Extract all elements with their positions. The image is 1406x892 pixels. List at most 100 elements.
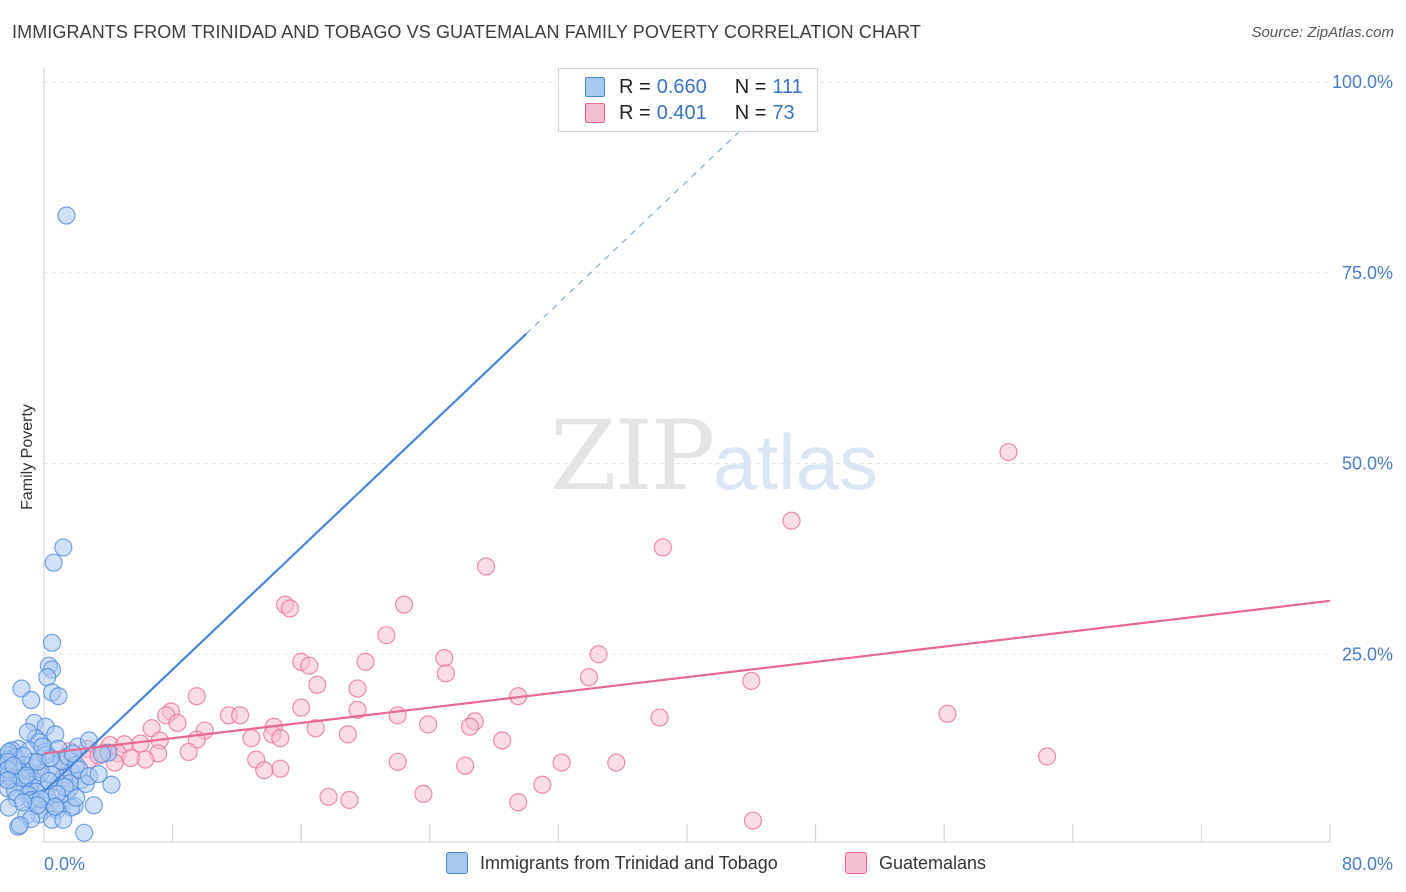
trinidad-point [84,796,103,815]
guatemalans-point [255,761,274,780]
guatemalans-point [650,708,669,727]
trinidad-point [33,737,52,756]
watermark-zip: ZIP [550,400,715,512]
trinidad-point [54,810,73,829]
guatemalans-point [743,811,763,830]
legend-swatch-2 [585,103,605,123]
guatemalans-point [340,790,359,810]
chart-title: IMMIGRANTS FROM TRINIDAD AND TOBAGO VS G… [12,22,922,42]
legend-n-label-1: N = [734,75,767,98]
guatemalans-point [319,787,338,807]
guatemalans-point [394,595,414,614]
guatemalans-trend-line [43,599,1331,755]
guatemalans-point [419,715,438,734]
guatemalans-point [388,706,407,725]
trinidad-point [57,206,76,225]
guatemalans-point [179,742,198,762]
y-tick-label: 25.0% [1342,644,1393,664]
bottom-legend-item-2: Guatemalans [845,852,986,874]
guatemalans-point [348,679,367,698]
guatemalans-point [607,753,626,772]
guatemalans-point [460,717,480,736]
trinidad-point [10,816,29,835]
legend-n-label-2: N = [734,101,767,124]
x-tick-label: 80.0% [1342,854,1393,874]
trinidad-point [67,788,86,807]
legend-row-2: R = 0.401 N = 73 [585,99,795,127]
guatemalans-point [348,700,367,720]
legend-r-value-1: 0.660 [656,75,707,98]
legend-swatch-1 [585,77,605,97]
guatemalans-point [589,645,608,664]
guatemalans-point [509,793,528,812]
trinidad-trend-line [43,332,528,793]
trinidad-point [89,764,108,784]
guatemalans-point [168,713,187,733]
trinidad-trend-extension [525,127,744,335]
guatemalans-point [493,731,512,750]
trinidad-point [44,553,63,572]
trinidad-point [17,766,36,785]
guatemalans-point [187,687,206,706]
watermark: ZIPatlas [550,400,878,512]
legend-n-value-1: 111 [772,75,803,98]
trinidad-point [49,687,68,706]
trinidad-point [14,793,33,812]
guatemalans-point [231,706,250,725]
legend-n-value-2: 73 [772,101,795,124]
guatemalans-point [242,729,261,748]
trinidad-point [0,771,18,790]
guatemalans-point [271,729,290,748]
guatemalans-point [338,725,357,744]
source-label: Source: ZipAtlas.com [1251,24,1394,41]
legend-r-label-2: R = [619,101,651,124]
trinidad-point [22,690,41,710]
guatemalans-point [782,511,801,530]
guatemalans-point [356,652,375,671]
guatemalans-point [938,704,957,723]
guatemalans-point [306,719,325,738]
guatemalans-point [999,442,1018,462]
guatemalans-point [533,775,552,794]
trinidad-point [54,538,73,557]
trinidad-point [42,633,62,652]
guatemalans-point [280,599,300,618]
guatemalans-point [435,648,454,668]
guatemalans-point [436,664,455,683]
guatemalans-point [653,538,672,557]
guatemalans-point [476,557,496,576]
bottom-legend-item-1: Immigrants from Trinidad and Tobago [446,852,778,874]
guatemalans-point [1037,747,1057,766]
x-tick-label: 0.0% [44,854,85,874]
guatemalans-point [742,671,761,691]
trinidad-point [102,775,121,794]
trinidad-point [39,771,58,791]
guatemalans-point [579,668,599,687]
legend-r-value-2: 0.401 [656,101,707,124]
guatemalans-point [300,656,319,675]
legend-row-1: R = 0.660 N = 111 [585,73,803,101]
y-tick-label: 50.0% [1342,454,1393,474]
trinidad-point [38,668,57,687]
trinidad-point [46,797,65,816]
guatemalans-point [292,698,311,717]
trinidad-point [75,823,94,842]
guatemalans-point [377,626,396,645]
legend-r-label-1: R = [619,75,651,98]
bottom-legend-label-1: Immigrants from Trinidad and Tobago [480,852,778,873]
y-tick-label: 75.0% [1342,263,1393,283]
bottom-legend-label-2: Guatemalans [879,852,987,873]
guatemalans-point [456,756,475,775]
bottom-legend-swatch-2 [845,852,867,874]
y-tick-label: 100.0% [1332,72,1393,92]
bottom-legend-swatch-1 [446,852,468,874]
guatemalans-point [414,784,433,803]
watermark-atlas: atlas [713,418,878,506]
guatemalans-point [388,752,407,771]
guatemalans-point [552,753,571,772]
guatemalans-point [308,675,327,694]
guatemalans-point [121,748,140,768]
legend-box: R = 0.660 N = 111 R = 0.401 N = 73 [558,68,818,132]
guatemalans-point [271,759,290,778]
